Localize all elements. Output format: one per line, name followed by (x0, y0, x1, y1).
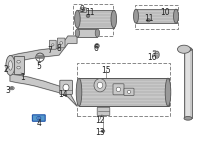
Ellipse shape (17, 60, 20, 63)
Ellipse shape (10, 87, 14, 90)
Ellipse shape (116, 87, 121, 92)
Ellipse shape (11, 87, 13, 89)
Ellipse shape (95, 44, 99, 48)
Ellipse shape (153, 50, 156, 52)
Text: 15: 15 (101, 66, 111, 75)
Polygon shape (10, 36, 77, 63)
Text: 4: 4 (37, 119, 41, 128)
Text: 11: 11 (144, 14, 154, 23)
FancyBboxPatch shape (80, 8, 87, 12)
Ellipse shape (178, 45, 190, 53)
Ellipse shape (94, 79, 106, 92)
Text: 5: 5 (36, 62, 41, 71)
Text: 14: 14 (58, 90, 68, 99)
Text: 16: 16 (148, 53, 157, 62)
Text: 8: 8 (57, 44, 61, 53)
Ellipse shape (184, 47, 192, 51)
Ellipse shape (101, 130, 105, 132)
Bar (77, 10, 114, 28)
Text: 11: 11 (85, 8, 95, 17)
Ellipse shape (111, 10, 117, 28)
Ellipse shape (75, 29, 80, 37)
Ellipse shape (82, 9, 85, 11)
Text: 3: 3 (5, 86, 10, 95)
Ellipse shape (75, 10, 80, 28)
Text: 9: 9 (80, 5, 84, 14)
FancyBboxPatch shape (32, 115, 45, 121)
Bar (136, 9, 177, 23)
Ellipse shape (95, 29, 100, 37)
Ellipse shape (97, 82, 103, 88)
Ellipse shape (134, 9, 138, 23)
Ellipse shape (102, 131, 104, 132)
FancyBboxPatch shape (60, 80, 72, 94)
FancyBboxPatch shape (97, 107, 110, 116)
Ellipse shape (96, 45, 98, 47)
Bar (37, 55, 43, 56)
Ellipse shape (184, 116, 192, 120)
Ellipse shape (37, 116, 41, 120)
Text: 10: 10 (160, 8, 170, 17)
Ellipse shape (148, 20, 149, 21)
Text: 7: 7 (47, 46, 52, 55)
FancyBboxPatch shape (124, 88, 134, 96)
Ellipse shape (147, 19, 150, 22)
Ellipse shape (63, 84, 69, 91)
Text: 12: 12 (95, 116, 104, 125)
Text: 2: 2 (3, 65, 8, 74)
Ellipse shape (8, 61, 12, 70)
Bar (135, 5, 178, 29)
Ellipse shape (17, 66, 20, 69)
Ellipse shape (6, 56, 15, 75)
Ellipse shape (86, 14, 90, 17)
Bar (186, 50, 190, 118)
Bar (77, 29, 97, 37)
FancyBboxPatch shape (113, 84, 124, 95)
Ellipse shape (174, 9, 179, 23)
Bar (79, 78, 169, 106)
Bar (77, 63, 170, 116)
Bar (73, 4, 113, 36)
Bar (14, 56, 24, 74)
Ellipse shape (87, 15, 89, 17)
Ellipse shape (38, 117, 40, 119)
Text: 13: 13 (95, 128, 104, 137)
Ellipse shape (156, 53, 158, 56)
FancyBboxPatch shape (49, 40, 56, 49)
Bar (37, 57, 43, 58)
Ellipse shape (76, 78, 82, 106)
Ellipse shape (127, 90, 131, 93)
FancyBboxPatch shape (57, 38, 65, 48)
Bar (184, 49, 192, 118)
Text: 6: 6 (94, 44, 99, 53)
Text: 1: 1 (21, 73, 25, 82)
Ellipse shape (165, 78, 171, 106)
Ellipse shape (60, 42, 63, 44)
Ellipse shape (52, 44, 54, 46)
Ellipse shape (155, 51, 159, 58)
Polygon shape (10, 74, 77, 106)
